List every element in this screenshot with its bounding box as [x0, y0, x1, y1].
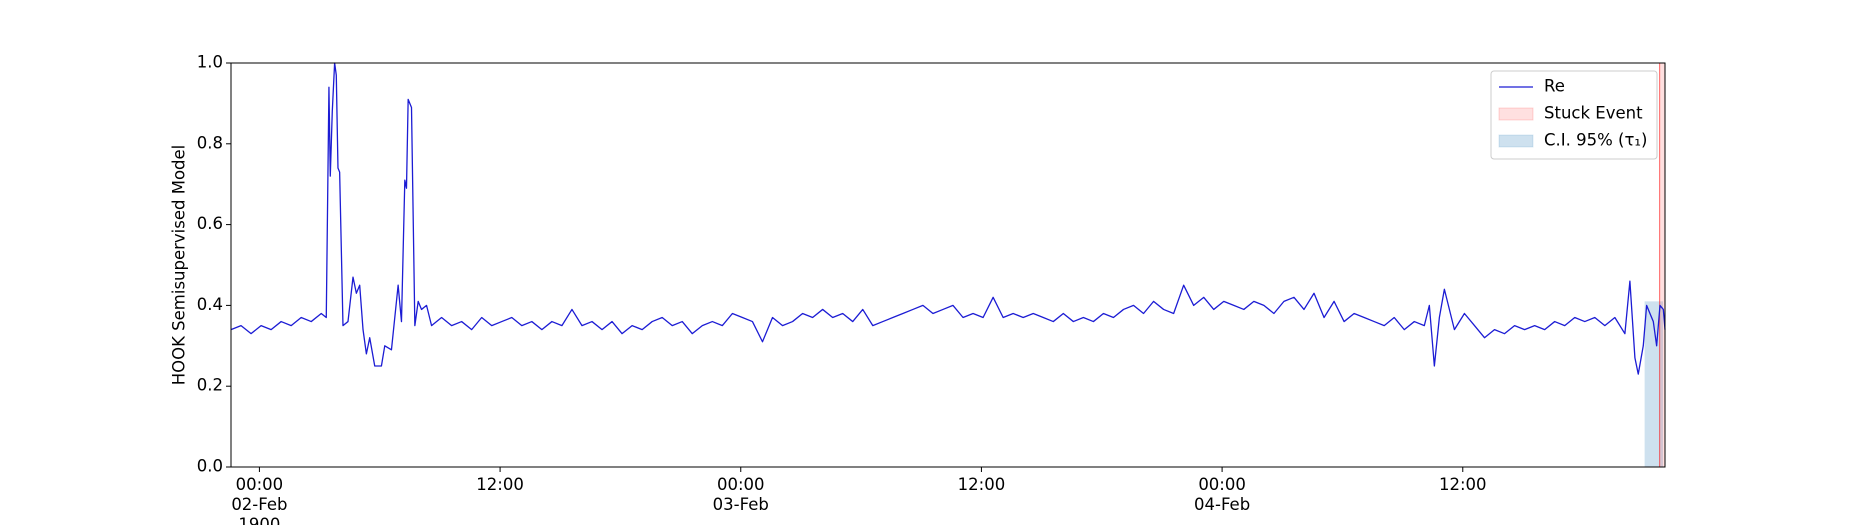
legend-patch — [1498, 134, 1534, 148]
y-tick-label: 1.0 — [197, 53, 223, 72]
y-axis-label: HOOK Semisupervised Model — [170, 145, 189, 386]
y-tick-label: 0.0 — [197, 457, 223, 476]
x-tick-label: 12:00 — [958, 475, 1006, 494]
x-tick-label: 12:00 — [476, 475, 524, 494]
legend-label: Re — [1544, 77, 1565, 96]
stuck-event-band — [1659, 62, 1666, 468]
line — [230, 62, 1666, 375]
legend-label: Stuck Event — [1544, 104, 1643, 123]
legend-label: C.I. 95% (τ₁) — [1544, 131, 1647, 150]
x-tick-label: 00:00 04-Feb — [1194, 475, 1250, 514]
plot-frame — [230, 62, 1666, 468]
x-tick-label: 12:00 — [1439, 475, 1487, 494]
y-tick-label: 0.2 — [197, 376, 223, 395]
y-tick-label: 0.8 — [197, 133, 223, 152]
x-tick-label: 00:00 02-Feb 1900 — [231, 475, 287, 525]
legend-patch — [1498, 107, 1534, 121]
legend-box — [1490, 70, 1658, 160]
ci-band — [1644, 301, 1663, 467]
y-tick-label: 0.6 — [197, 214, 223, 233]
y-tick-label: 0.4 — [197, 295, 223, 314]
x-tick-label: 00:00 03-Feb — [713, 475, 769, 514]
